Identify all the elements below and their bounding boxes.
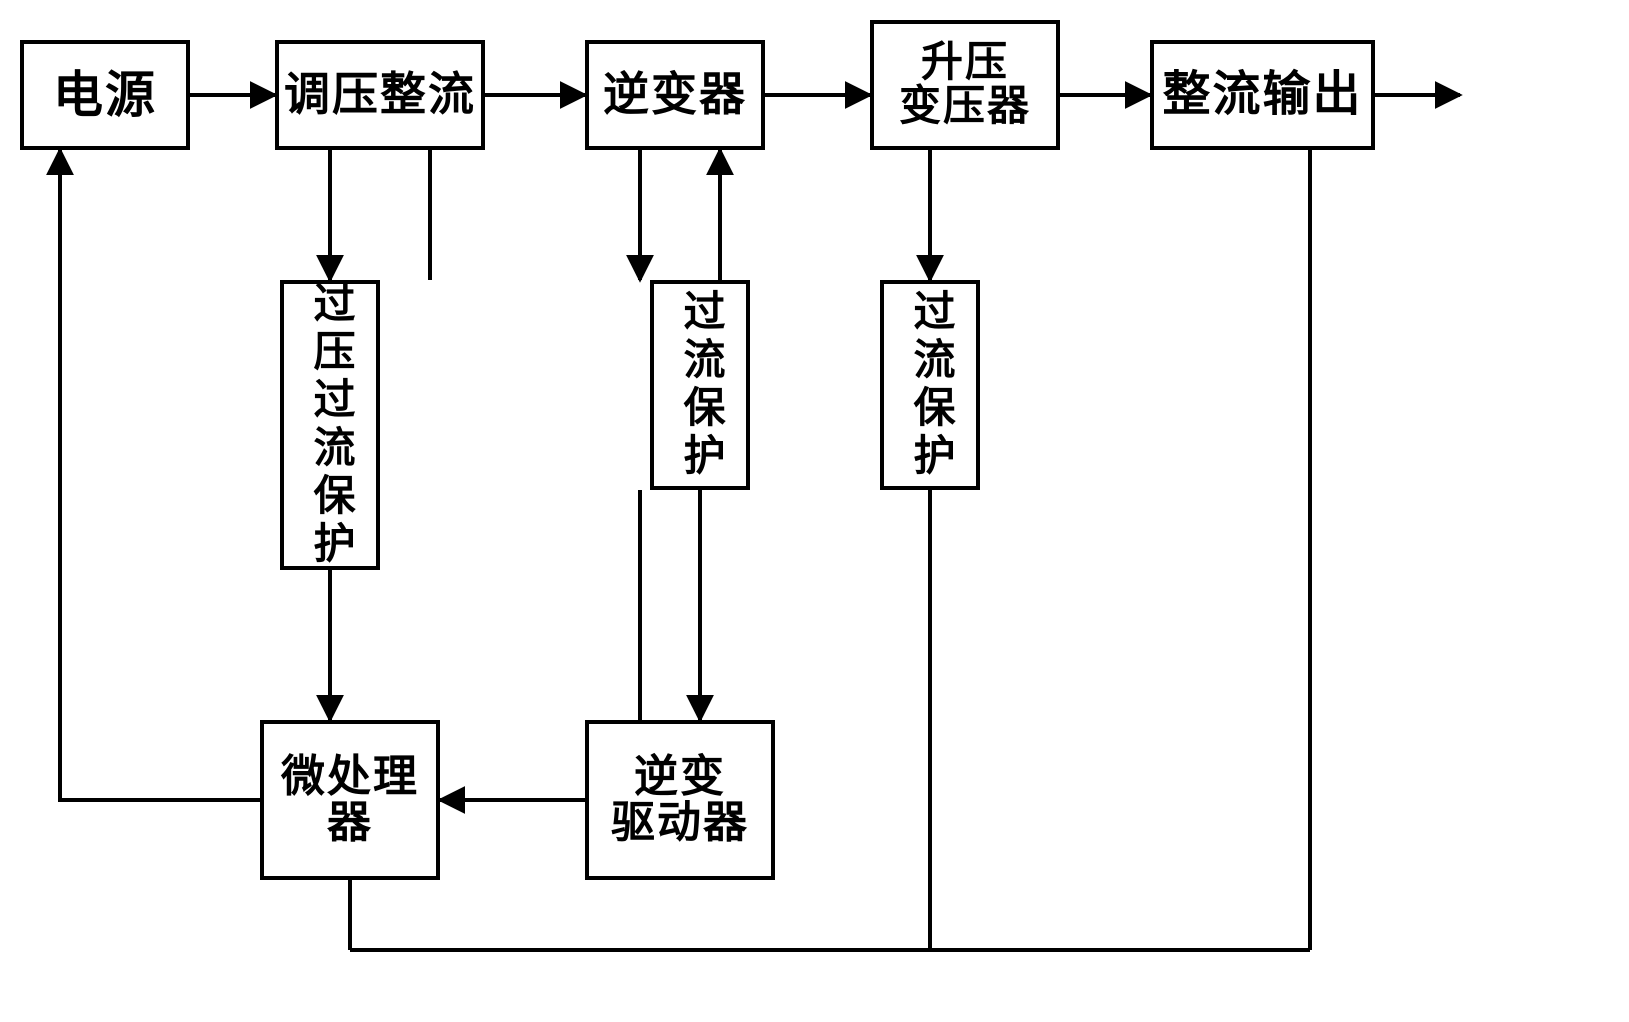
- node-oc_prot1: 过流保护: [650, 280, 750, 490]
- node-label-oc_prot2: 过流保护: [908, 289, 952, 481]
- node-inv_drv: 逆变 驱动器: [585, 720, 775, 880]
- node-label-ov_oc_prot: 过压过流保护: [308, 281, 352, 569]
- node-inverter: 逆变器: [585, 40, 765, 150]
- flowchart-stage: 电源 调压整流 逆变器 升压 变压器 整流输出过压过流保护 过流保护 过流保护微处理 器 逆变…: [0, 0, 1629, 1022]
- node-step_up: 升压 变压器: [870, 20, 1060, 150]
- node-label-inv_drv: 逆变 驱动器: [611, 754, 749, 846]
- node-label-inverter: 逆变器: [603, 71, 747, 119]
- node-oc_prot2: 过流保护: [880, 280, 980, 490]
- node-label-step_up: 升压 变压器: [899, 41, 1031, 129]
- node-reg_rect: 调压整流: [275, 40, 485, 150]
- node-rect_out: 整流输出: [1150, 40, 1375, 150]
- node-label-rect_out: 整流输出: [1162, 70, 1362, 120]
- node-label-mcu: 微处理 器: [281, 754, 419, 846]
- node-label-reg_rect: 调压整流: [284, 71, 476, 119]
- node-ov_oc_prot: 过压过流保护: [280, 280, 380, 570]
- node-label-power: 电源: [53, 69, 157, 122]
- node-power: 电源: [20, 40, 190, 150]
- edges-layer: [0, 0, 1629, 1022]
- node-label-oc_prot1: 过流保护: [678, 289, 722, 481]
- node-mcu: 微处理 器: [260, 720, 440, 880]
